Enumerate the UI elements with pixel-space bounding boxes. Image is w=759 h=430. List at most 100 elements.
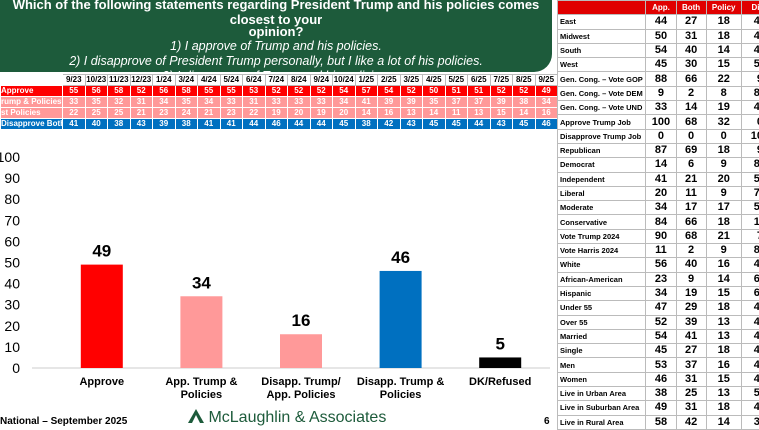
trend-cell: 45	[444, 118, 468, 130]
crosstab-cell: 9	[705, 185, 742, 202]
crosstab-row: Independent41212050	[557, 171, 759, 187]
crosstab-cell: 100	[645, 114, 677, 130]
trend-cell: 31	[129, 96, 153, 108]
row-label: Gen. Cong. – Vote GOP	[557, 71, 647, 87]
y-tick-label: 30	[4, 297, 20, 313]
row-label: Conservative	[557, 214, 647, 230]
crosstab-row: Approve Trump Job10068320	[557, 114, 759, 130]
trend-cell: 43	[129, 118, 153, 130]
crosstab-cell: 19	[705, 100, 742, 116]
crosstab-cell: 40	[675, 42, 707, 59]
crosstab-cell: 87	[645, 142, 677, 159]
value-label: 34	[192, 273, 211, 292]
trend-body: 9/23 10/23 11/23 12/23 1/24 3/24 4/24 5/24 6/24 7…	[0, 74, 558, 130]
option: 2) I disapprove of President Trump perso…	[69, 54, 483, 68]
trend-cell: 33	[62, 96, 86, 108]
crosstab-cell: 83	[740, 157, 759, 173]
trend-cell: 41	[219, 118, 243, 130]
date-cell: 1/24	[152, 74, 176, 86]
trend-cell: 16	[534, 107, 558, 119]
trend-cell: 24	[174, 107, 198, 119]
trend-cell: 14	[422, 107, 446, 119]
crosstab-cell: 47	[645, 300, 677, 316]
trend-cell: 53	[242, 85, 266, 97]
date-cell: 2/25	[377, 74, 401, 86]
trend-cell: 23	[219, 107, 243, 119]
crosstab-row: Gen. Cong. – Vote UND33141947	[557, 100, 759, 116]
crosstab-cell: 13	[705, 314, 742, 330]
crosstab-cell: 9	[705, 243, 742, 259]
row-label: Approve Trump Job	[557, 114, 647, 130]
crosstab-cell: 9	[645, 85, 677, 102]
crosstab-cell: 37	[675, 357, 707, 373]
trend-cell: 41	[197, 118, 221, 130]
trend-cell: 41	[354, 96, 378, 108]
value-label: 16	[292, 311, 311, 330]
trend-cell: 44	[309, 118, 333, 130]
crosstab-cell: 34	[645, 200, 677, 216]
trend-cell: 41	[62, 118, 86, 130]
bar	[280, 334, 322, 368]
trend-cell: 33	[287, 96, 311, 108]
trend-cell: 52	[129, 85, 153, 97]
trend-cell: 52	[287, 85, 311, 97]
row-label: Disapprove Trump Job	[557, 128, 647, 144]
crosstab-row: Democrat146983	[557, 157, 759, 173]
question-line: Which of the following statements regard…	[12, 0, 540, 27]
crosstab-row: Vote Trump 20249068217	[557, 228, 759, 245]
crosstab-cell: 49	[740, 14, 759, 30]
crosstab-body: App.BothPolicyDisaEast44271849Midwest503…	[557, 0, 759, 430]
crosstab-cell: 40	[675, 257, 707, 273]
crosstab-row: Single45271849	[557, 343, 759, 359]
row-label: Vote Harris 2024	[557, 243, 647, 259]
crosstab-cell: 50	[740, 171, 759, 187]
crosstab-cell: 40	[740, 257, 759, 273]
row-label: Gen. Cong. – Vote UND	[557, 100, 647, 116]
trend-cell: 52	[309, 85, 333, 97]
crosstab-cell: 45	[645, 57, 677, 73]
crosstab-row: Vote Harris 2024112985	[557, 243, 759, 259]
crosstab-cell: 78	[740, 185, 759, 202]
crosstab-row: Disapprove Trump Job000100	[557, 128, 759, 144]
crosstab-cell: 57	[740, 386, 759, 402]
y-tick-label: 70	[4, 212, 20, 228]
crosstab-cell: 46	[740, 371, 759, 388]
crosstab-cell: 53	[645, 357, 677, 373]
crosstab-cell: 44	[740, 314, 759, 330]
row-label: Live in Rural Area	[557, 414, 647, 430]
crosstab-row: Moderate34171758	[557, 200, 759, 216]
trend-row: Disapprove Both 41 40 38 43 39 38 41 41 44 46 44 44 4…	[0, 118, 558, 130]
crosstab-cell: 16	[705, 257, 742, 273]
crosstab-row: Men53371645	[557, 357, 759, 373]
crosstab-row: Live in Urban Area38251357	[557, 386, 759, 402]
crosstab-cell: 0	[675, 128, 707, 144]
crosstab-cell: 0	[705, 128, 742, 144]
question-line: opinion?	[248, 24, 304, 39]
trend-cell: 20	[287, 107, 311, 119]
date-cell: 12/23	[129, 74, 153, 86]
logo: McLaughlin & Associates	[188, 409, 386, 427]
trend-cell: 35	[174, 96, 198, 108]
crosstab-cell: 11	[675, 185, 707, 202]
row-label: Approve	[0, 85, 63, 97]
y-tick-label: 60	[4, 233, 20, 249]
row-label: Over 55	[557, 314, 647, 330]
crosstab-cell: 58	[645, 414, 677, 430]
crosstab-cell: 47	[740, 300, 759, 316]
trend-cell: 39	[152, 118, 176, 130]
crosstab-cell: 69	[675, 142, 707, 159]
trend-cell: 54	[377, 85, 401, 97]
crosstab-cell: 58	[740, 200, 759, 216]
trend-cell: 45	[422, 118, 446, 130]
bar	[379, 270, 422, 368]
x-tick-label: Disapp. Trump & Policies	[356, 376, 445, 401]
trend-cell: 19	[264, 107, 288, 119]
trend-cell: 43	[399, 118, 423, 130]
crosstab-cell: 18	[705, 28, 742, 44]
trend-cell: 56	[152, 85, 176, 97]
trend-cell: 37	[444, 96, 468, 108]
crosstab-cell: 16	[705, 357, 742, 373]
crosstab-row: Midwest50311846	[557, 28, 759, 44]
crosstab-cell: 42	[675, 414, 707, 430]
crosstab-cell: 68	[675, 114, 707, 130]
